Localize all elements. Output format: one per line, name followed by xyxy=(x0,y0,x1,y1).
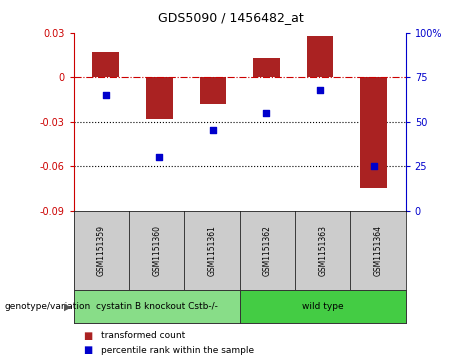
Text: ■: ■ xyxy=(83,345,92,355)
Text: cystatin B knockout Cstb-/-: cystatin B knockout Cstb-/- xyxy=(96,302,218,311)
Text: transformed count: transformed count xyxy=(101,331,186,340)
Text: GSM1151359: GSM1151359 xyxy=(97,225,106,276)
Text: GSM1151364: GSM1151364 xyxy=(373,225,383,276)
Bar xyxy=(146,77,173,119)
Text: percentile rank within the sample: percentile rank within the sample xyxy=(101,346,254,355)
Point xyxy=(370,163,377,169)
Bar xyxy=(253,58,280,77)
Bar xyxy=(307,36,333,77)
Text: GSM1151363: GSM1151363 xyxy=(318,225,327,276)
Text: ■: ■ xyxy=(83,331,92,341)
Point xyxy=(263,110,270,116)
Point xyxy=(209,128,217,134)
Text: wild type: wild type xyxy=(302,302,343,311)
Text: ▶: ▶ xyxy=(64,302,71,312)
Point xyxy=(102,92,110,98)
Text: GDS5090 / 1456482_at: GDS5090 / 1456482_at xyxy=(158,11,303,24)
Text: GSM1151362: GSM1151362 xyxy=(263,225,272,276)
Text: GSM1151360: GSM1151360 xyxy=(152,225,161,276)
Point xyxy=(316,87,324,93)
Bar xyxy=(200,77,226,104)
Point xyxy=(156,154,163,160)
Text: GSM1151361: GSM1151361 xyxy=(207,225,217,276)
Bar xyxy=(360,77,387,188)
Text: genotype/variation: genotype/variation xyxy=(5,302,91,311)
Bar xyxy=(93,52,119,77)
